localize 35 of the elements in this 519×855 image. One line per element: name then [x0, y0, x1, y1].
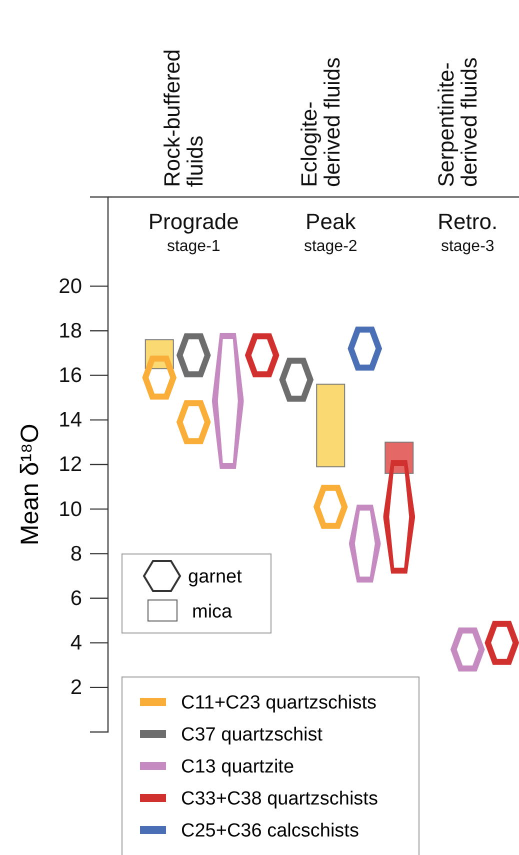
bar	[316, 384, 346, 468]
point	[176, 400, 211, 444]
y-tick-label: 14	[58, 408, 82, 432]
point	[314, 484, 348, 529]
annotation: garnet	[188, 566, 243, 588]
x-tick-label: Prograde stage-1	[148, 209, 239, 255]
y-tick-label: 10	[58, 498, 82, 521]
legend-label: C33+C38 quartzschists	[181, 788, 378, 810]
point	[176, 333, 211, 378]
point	[484, 620, 519, 665]
y-tick-label: 20	[58, 274, 82, 298]
point	[348, 326, 382, 371]
y-tick-label: 18	[58, 319, 82, 342]
legend-label: C37 quartzschist	[181, 724, 324, 746]
y-tick-label: 16	[58, 364, 82, 388]
legend-label: C25+C36 calcschists	[181, 820, 359, 842]
text: Rock-buffered fluids	[160, 49, 208, 187]
y-tick-label: 12	[58, 453, 82, 476]
point	[450, 628, 485, 672]
y-tick-label: 8	[70, 542, 82, 566]
legend-label: C11+C23 quartzschists	[181, 692, 377, 714]
x-tick-label: Retro. stage-3	[438, 209, 498, 255]
legend-label: C13 quartzite	[181, 756, 294, 778]
text: Serpentinite- derived fluids	[434, 57, 482, 187]
point	[279, 358, 314, 402]
point	[245, 333, 280, 378]
annotation: mica	[192, 602, 233, 623]
point	[142, 356, 176, 400]
y-tick-label: 6	[70, 586, 82, 610]
text: Eclogite- derived fluids	[296, 57, 345, 187]
y-axis-title: Mean δ¹⁸O	[16, 424, 44, 546]
x-tick-label: Peak stage-2	[304, 209, 358, 255]
y-tick-label: 4	[70, 632, 82, 655]
y-tick-label: 2	[70, 676, 82, 700]
shape-legend: garnet mica	[122, 554, 272, 634]
